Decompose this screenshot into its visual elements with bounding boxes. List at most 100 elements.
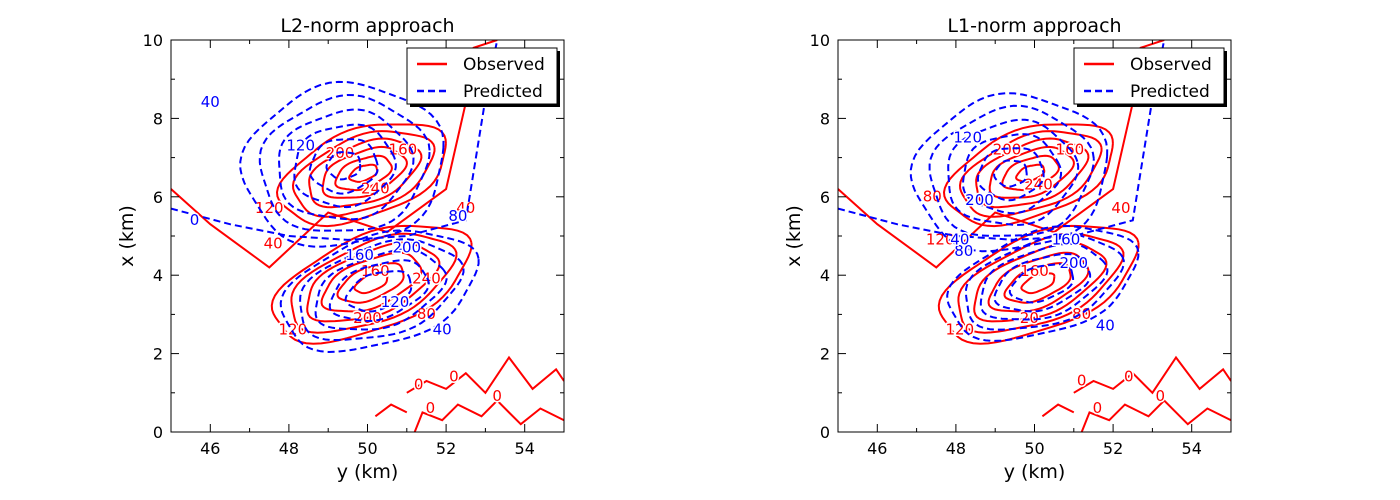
contour-label: 40 [950,230,969,248]
contour-label: 80 [923,187,942,205]
contour-line [258,93,431,232]
contour-line [1008,263,1075,304]
x-tick-label: 50 [1024,439,1044,458]
y-tick-label: 0 [820,423,830,442]
contour-line [328,259,430,323]
contour-line [909,92,1109,253]
contour-line [270,224,473,345]
x-axis-label: y (km) [337,461,399,483]
legend-label-predicted: Predicted [463,82,543,102]
contour-label: 0 [414,375,424,393]
y-tick-label: 8 [820,109,830,128]
y-tick-label: 10 [810,31,830,50]
y-tick-label: 8 [153,109,163,128]
x-tick-label: 50 [357,439,377,458]
contour-label: 40 [201,93,220,111]
series-predicted: 40 120 0 80 200 160 120 40 [171,40,499,354]
contour-line [348,163,379,183]
contour-line [344,270,413,313]
contour-label: 0 [1124,368,1134,386]
contour-line [993,159,1028,188]
contour-line [964,233,1125,331]
contour-noise-line [1080,399,1231,432]
contour-line [1015,163,1046,183]
contour-line [993,252,1092,313]
contour-noise-line [1041,403,1075,418]
contour-label: 40 [1096,317,1115,335]
y-tick-label: 2 [153,345,163,364]
contour-line [239,80,445,248]
y-tick-label: 6 [153,188,163,207]
contour-line [279,229,480,354]
x-tick-label: 52 [1103,439,1123,458]
x-tick-label: 46 [867,439,887,458]
x-tick-label: 54 [1182,439,1202,458]
contour-label: 40 [456,199,475,217]
contour-noise-line [374,403,408,418]
contour-noise-line [1073,355,1231,395]
contour-line [290,232,458,334]
contour-label: 200 [1059,254,1088,272]
contour-line [334,154,393,192]
contour-label: 0 [1155,387,1165,405]
y-axis-label: x (km) [783,205,805,267]
x-tick-label: 52 [436,439,456,458]
contour-line [321,145,408,199]
contour-zero-line [838,40,1166,241]
contour-label: 120 [286,136,315,154]
contour-line [299,238,465,341]
contour-line [946,224,1140,342]
contour-label: 160 [1052,230,1081,248]
contour-noise-line [413,399,564,432]
chart-title: L1-norm approach [947,15,1121,37]
contour-label: 40 [433,321,452,339]
contour-label: -20 [1014,309,1039,327]
x-tick-label: 48 [279,439,299,458]
y-tick-label: 4 [820,266,830,285]
contour-line [293,123,397,209]
contour-label: 80 [1072,305,1091,323]
contour-label: 40 [1111,199,1130,217]
contour-line [314,248,448,331]
contour-label: 160 [1020,262,1049,280]
contour-label: 120 [279,321,308,339]
contour-label: 0 [190,211,200,229]
y-tick-label: 6 [820,188,830,207]
contour-label: 80 [448,207,467,225]
contour-line [976,147,1045,202]
contour-label: 80 [417,305,436,323]
chart-title: L2-norm approach [280,15,454,37]
y-tick-label: 2 [820,345,830,364]
contour-line [306,241,441,323]
x-axis-label: y (km) [1004,461,1066,483]
y-axis-label: x (km) [116,205,138,267]
series-predicted: 120 200 80 40 160 200 40 [838,40,1166,342]
x-tick-label: 48 [946,439,966,458]
contour-line [325,151,362,181]
contour-line [275,123,447,228]
contour-label: 200 [353,309,382,327]
contour-label: 0 [1093,399,1103,417]
contour-line [975,137,1090,209]
contour-label: 120 [953,129,982,147]
contour-label: 0 [449,368,459,386]
y-tick-label: 4 [153,266,163,285]
y-tick-label: 0 [153,423,163,442]
contour-line [928,104,1095,237]
contour-line [1020,272,1056,295]
contour-label: 40 [264,234,283,252]
contour-line [947,118,1080,226]
contour-label: 200 [965,191,994,209]
legend-box [406,47,558,105]
contour-zero-line [171,40,499,241]
legend-label-predicted: Predicted [1130,82,1210,102]
contour-line [942,123,1114,228]
contour-line [958,130,1103,218]
contour-label: 0 [492,387,502,405]
